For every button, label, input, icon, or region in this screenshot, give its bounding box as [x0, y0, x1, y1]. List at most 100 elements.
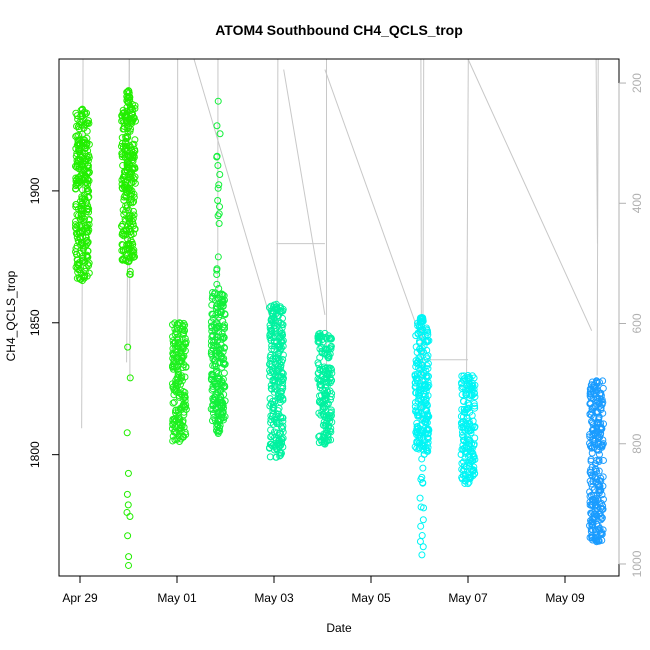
- data-point: [174, 363, 182, 371]
- data-point: [172, 416, 180, 424]
- data-point: [209, 289, 217, 297]
- data-point: [463, 414, 471, 422]
- data-point: [274, 354, 282, 362]
- data-point: [180, 400, 188, 408]
- data-point: [216, 375, 224, 383]
- data-point: [468, 457, 476, 465]
- data-point: [586, 392, 594, 400]
- data-point: [424, 365, 432, 373]
- data-point: [126, 271, 134, 279]
- data-point: [82, 198, 90, 206]
- data-point: [326, 350, 334, 358]
- data-point: [214, 322, 222, 330]
- data-point: [170, 398, 178, 406]
- data-point: [462, 389, 470, 397]
- data-point: [411, 379, 419, 387]
- data-point: [73, 141, 81, 149]
- data-point: [419, 377, 427, 385]
- data-point: [181, 339, 189, 347]
- data-point: [173, 374, 181, 382]
- data-point: [213, 270, 221, 278]
- data-point: [418, 551, 426, 559]
- data-point: [471, 434, 479, 442]
- data-point: [72, 132, 80, 140]
- data-point: [121, 139, 129, 147]
- data-point: [425, 381, 433, 389]
- data-point: [278, 321, 286, 329]
- data-point: [595, 467, 603, 475]
- data-point: [314, 334, 322, 342]
- data-point: [586, 411, 594, 419]
- profile-line: [595, 58, 598, 244]
- data-point: [213, 332, 221, 340]
- data-point: [315, 398, 323, 406]
- data-point: [592, 535, 600, 543]
- data-point: [269, 397, 277, 405]
- data-point: [316, 384, 324, 392]
- data-point: [277, 330, 285, 338]
- data-point: [279, 414, 287, 422]
- data-point: [84, 157, 92, 165]
- data-point: [73, 163, 81, 171]
- data-point: [125, 553, 133, 561]
- data-point: [169, 399, 177, 407]
- data-point: [424, 430, 432, 438]
- data-point: [214, 97, 222, 105]
- data-point: [587, 411, 595, 419]
- data-point: [79, 245, 87, 253]
- data-point: [83, 272, 91, 280]
- data-point: [470, 440, 478, 448]
- data-point: [124, 343, 132, 351]
- data-point: [468, 382, 476, 390]
- data-point: [220, 384, 228, 392]
- data-point: [417, 394, 425, 402]
- data-point: [219, 408, 227, 416]
- data-point: [77, 276, 85, 284]
- data-point: [458, 419, 466, 427]
- data-point: [596, 390, 604, 398]
- data-point: [465, 404, 473, 412]
- data-point: [418, 318, 426, 326]
- data-point: [129, 207, 137, 215]
- data-point: [587, 399, 595, 407]
- right-tick-label: 200: [630, 73, 644, 93]
- data-point: [418, 348, 426, 356]
- data-point: [85, 119, 93, 127]
- data-point: [598, 530, 606, 538]
- data-point: [220, 334, 228, 342]
- data-point: [170, 386, 178, 394]
- data-point: [595, 487, 603, 495]
- data-point: [119, 185, 127, 193]
- data-point: [78, 200, 86, 208]
- data-point: [593, 538, 601, 546]
- data-point: [124, 532, 132, 540]
- connector-lines: [81, 58, 599, 429]
- data-point: [72, 229, 80, 237]
- data-point: [470, 389, 478, 397]
- data-point: [413, 409, 421, 417]
- data-point: [75, 258, 83, 266]
- data-point: [83, 139, 91, 147]
- data-point: [418, 314, 426, 321]
- data-point: [321, 368, 329, 376]
- data-point: [279, 428, 287, 436]
- data-point: [460, 398, 468, 406]
- data-point: [277, 449, 285, 457]
- data-point: [321, 345, 329, 353]
- data-point: [586, 385, 594, 393]
- data-point: [174, 343, 182, 351]
- data-point: [322, 421, 330, 429]
- data-point: [326, 412, 334, 420]
- data-point: [593, 456, 601, 464]
- data-point: [588, 500, 596, 508]
- connector-line: [283, 69, 326, 315]
- data-point: [124, 123, 132, 131]
- data-point: [590, 486, 598, 494]
- connector-line: [193, 58, 273, 323]
- data-point: [588, 381, 596, 389]
- data-point: [214, 161, 222, 169]
- data-point: [76, 121, 84, 129]
- data-point: [266, 453, 274, 461]
- data-point: [422, 353, 430, 361]
- data-point: [419, 479, 427, 487]
